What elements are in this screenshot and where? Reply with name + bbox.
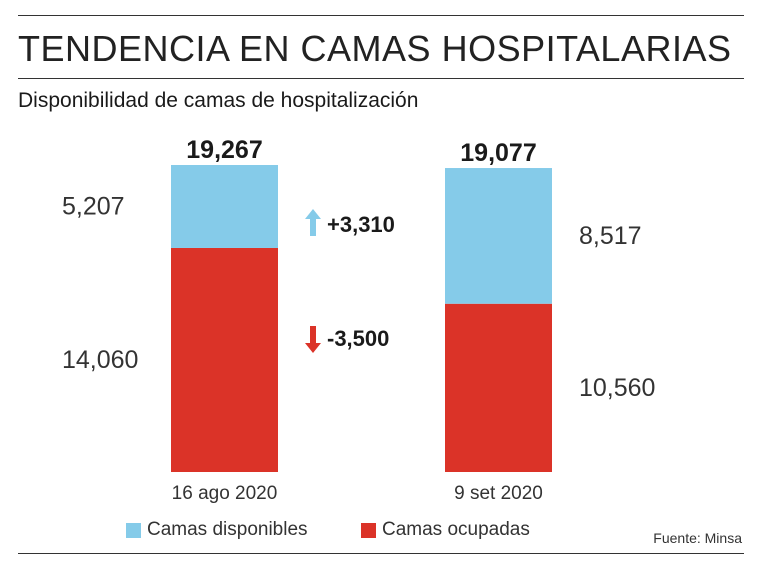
- change-label-0: +3,310: [327, 212, 395, 237]
- chart-title: TENDENCIA EN CAMAS HOSPITALARIAS: [18, 28, 732, 69]
- legend-label-disponibles: Camas disponibles: [147, 519, 308, 540]
- legend-item-disponibles: Camas disponibles: [126, 519, 308, 541]
- title-rule: [18, 78, 744, 79]
- legend-swatch-ocupadas: [361, 522, 376, 538]
- bar-ocupadas-1: [445, 303, 552, 472]
- source-note: Fuente: Minsa: [653, 530, 742, 546]
- bar-disponibles-1: [445, 168, 552, 304]
- value-label-ocupadas-1: 10,560: [579, 374, 655, 402]
- change-label-1: -3,500: [327, 326, 389, 351]
- category-label-1: 9 set 2020: [454, 483, 543, 504]
- bar-disponibles-0: [171, 165, 278, 248]
- value-label-ocupadas-0: 14,060: [62, 346, 138, 374]
- value-label-disponibles-1: 8,517: [579, 222, 642, 250]
- total-label-1: 19,077: [460, 139, 536, 167]
- legend-swatch-disponibles: [126, 522, 141, 538]
- arrow-down-icon: [305, 326, 321, 353]
- top-rule: [18, 15, 744, 16]
- legend-label-ocupadas: Camas ocupadas: [382, 519, 530, 540]
- legend-item-ocupadas: Camas ocupadas: [361, 519, 530, 541]
- category-label-0: 16 ago 2020: [172, 483, 278, 504]
- arrow-up-icon: [305, 209, 321, 236]
- chart-subtitle: Disponibilidad de camas de hospitalizaci…: [18, 89, 419, 112]
- total-label-0: 19,267: [186, 136, 262, 164]
- bottom-rule: [18, 553, 744, 554]
- bar-ocupadas-0: [171, 247, 278, 472]
- value-label-disponibles-0: 5,207: [62, 192, 125, 220]
